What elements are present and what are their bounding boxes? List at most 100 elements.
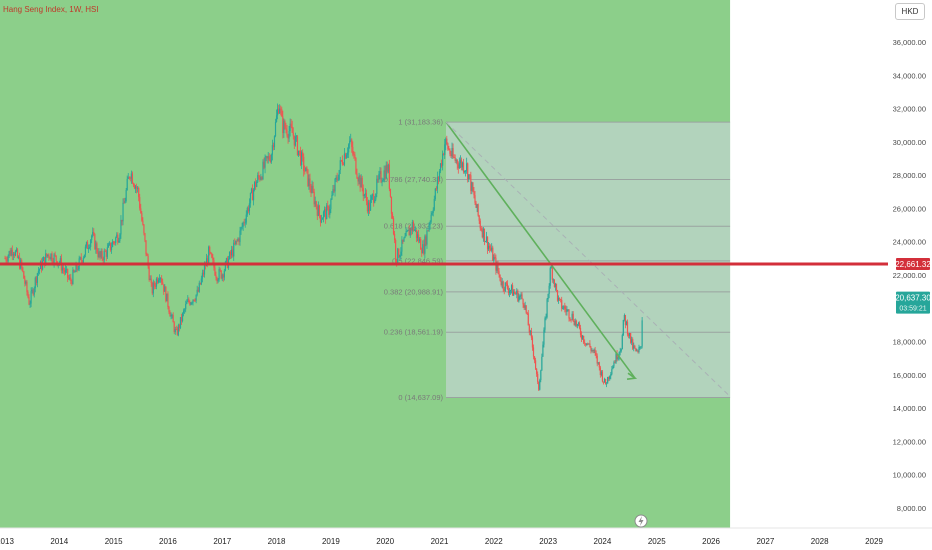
candle-body: [514, 291, 516, 294]
candle-body: [225, 258, 228, 262]
candle-body: [409, 228, 411, 236]
lightning-icon[interactable]: [634, 514, 648, 528]
candle-body: [129, 177, 131, 179]
candle-body: [606, 383, 608, 385]
candle-body: [466, 163, 468, 171]
candle-body: [563, 306, 565, 309]
candle-body: [383, 170, 385, 181]
candle-body: [291, 126, 293, 133]
candles-layer: [4, 103, 643, 391]
candle-body: [330, 199, 332, 210]
candle-body: [248, 203, 251, 212]
candle-body: [269, 159, 271, 162]
candle-body: [47, 254, 49, 257]
candle-body: [189, 301, 191, 305]
candle-body: [171, 314, 173, 316]
candle-body: [520, 294, 522, 296]
candle-body: [515, 293, 517, 295]
candle-body: [125, 189, 127, 202]
candle-body: [316, 207, 318, 216]
candle-body: [121, 219, 123, 222]
resistance-price-label: 22,661.32: [895, 260, 931, 269]
candle-body: [350, 139, 352, 141]
candle-body: [256, 181, 258, 187]
candle-body: [578, 322, 581, 328]
candle-body: [496, 263, 498, 271]
candle-body: [597, 362, 599, 364]
candle-body: [187, 299, 189, 302]
candle-body: [108, 242, 111, 245]
y-tick-label: 16,000.00: [893, 371, 926, 380]
candle-body: [246, 207, 248, 215]
candle-body: [217, 279, 219, 282]
candle-body: [455, 159, 457, 161]
candle-body: [76, 264, 78, 270]
candle-body: [25, 281, 27, 284]
candle-body: [295, 136, 298, 138]
candle-body: [46, 253, 48, 257]
candle-body: [274, 122, 277, 137]
candle-body: [142, 220, 144, 225]
candle-body: [368, 202, 371, 211]
x-tick-label: 2024: [594, 537, 612, 546]
candle-body: [55, 255, 57, 262]
candle-body: [120, 219, 122, 235]
candle-body: [537, 373, 539, 382]
x-tick-label: 2027: [756, 537, 774, 546]
candle-body: [208, 246, 210, 263]
x-tick-label: 2016: [159, 537, 177, 546]
candle-body: [180, 317, 183, 322]
candle-body: [395, 239, 397, 259]
candle-body: [337, 179, 339, 181]
bar-countdown-label: 03:59:21: [899, 306, 926, 313]
candle-body: [598, 362, 600, 368]
candle-body: [209, 246, 211, 253]
candle-body: [517, 290, 519, 302]
candle-body: [172, 314, 174, 323]
candle-body: [546, 299, 548, 318]
candle-body: [303, 156, 305, 171]
candle-body: [144, 233, 146, 241]
candle-body: [162, 282, 164, 285]
candle-body: [149, 278, 151, 280]
candle-body: [388, 164, 390, 189]
candle-body: [398, 248, 400, 258]
candle-body: [404, 236, 406, 238]
candle-body: [551, 266, 553, 280]
candle-body: [161, 278, 163, 283]
candle-body: [507, 288, 510, 293]
candle-body: [478, 215, 480, 221]
candle-body: [150, 278, 152, 283]
candle-body: [271, 145, 273, 155]
candle-body: [334, 179, 336, 192]
candle-body: [425, 236, 427, 245]
candle-body: [101, 251, 103, 259]
currency-button[interactable]: HKD: [895, 3, 925, 20]
candle-body: [636, 350, 638, 352]
candle-body: [362, 188, 364, 197]
candle-body: [500, 280, 502, 285]
last-price-label: 20,637.30: [895, 294, 931, 303]
candle-body: [336, 177, 338, 180]
candle-body: [539, 380, 541, 390]
candle-body: [475, 202, 477, 208]
candle-body: [375, 193, 377, 200]
candle-body: [564, 306, 566, 310]
candle-body: [73, 269, 75, 272]
candle-body: [210, 252, 212, 254]
candle-body: [157, 279, 160, 283]
candle-body: [406, 230, 408, 232]
candle-body: [265, 156, 267, 158]
candle-body: [292, 132, 294, 136]
candle-body: [565, 309, 567, 312]
candle-body: [607, 376, 609, 384]
candle-body: [624, 315, 627, 325]
candle-body: [230, 252, 232, 256]
candle-body: [386, 164, 388, 172]
candle-body: [384, 170, 386, 179]
candle-body: [257, 175, 259, 182]
candle-body: [634, 345, 636, 348]
candle-body: [100, 251, 102, 258]
candle-body: [533, 356, 536, 361]
